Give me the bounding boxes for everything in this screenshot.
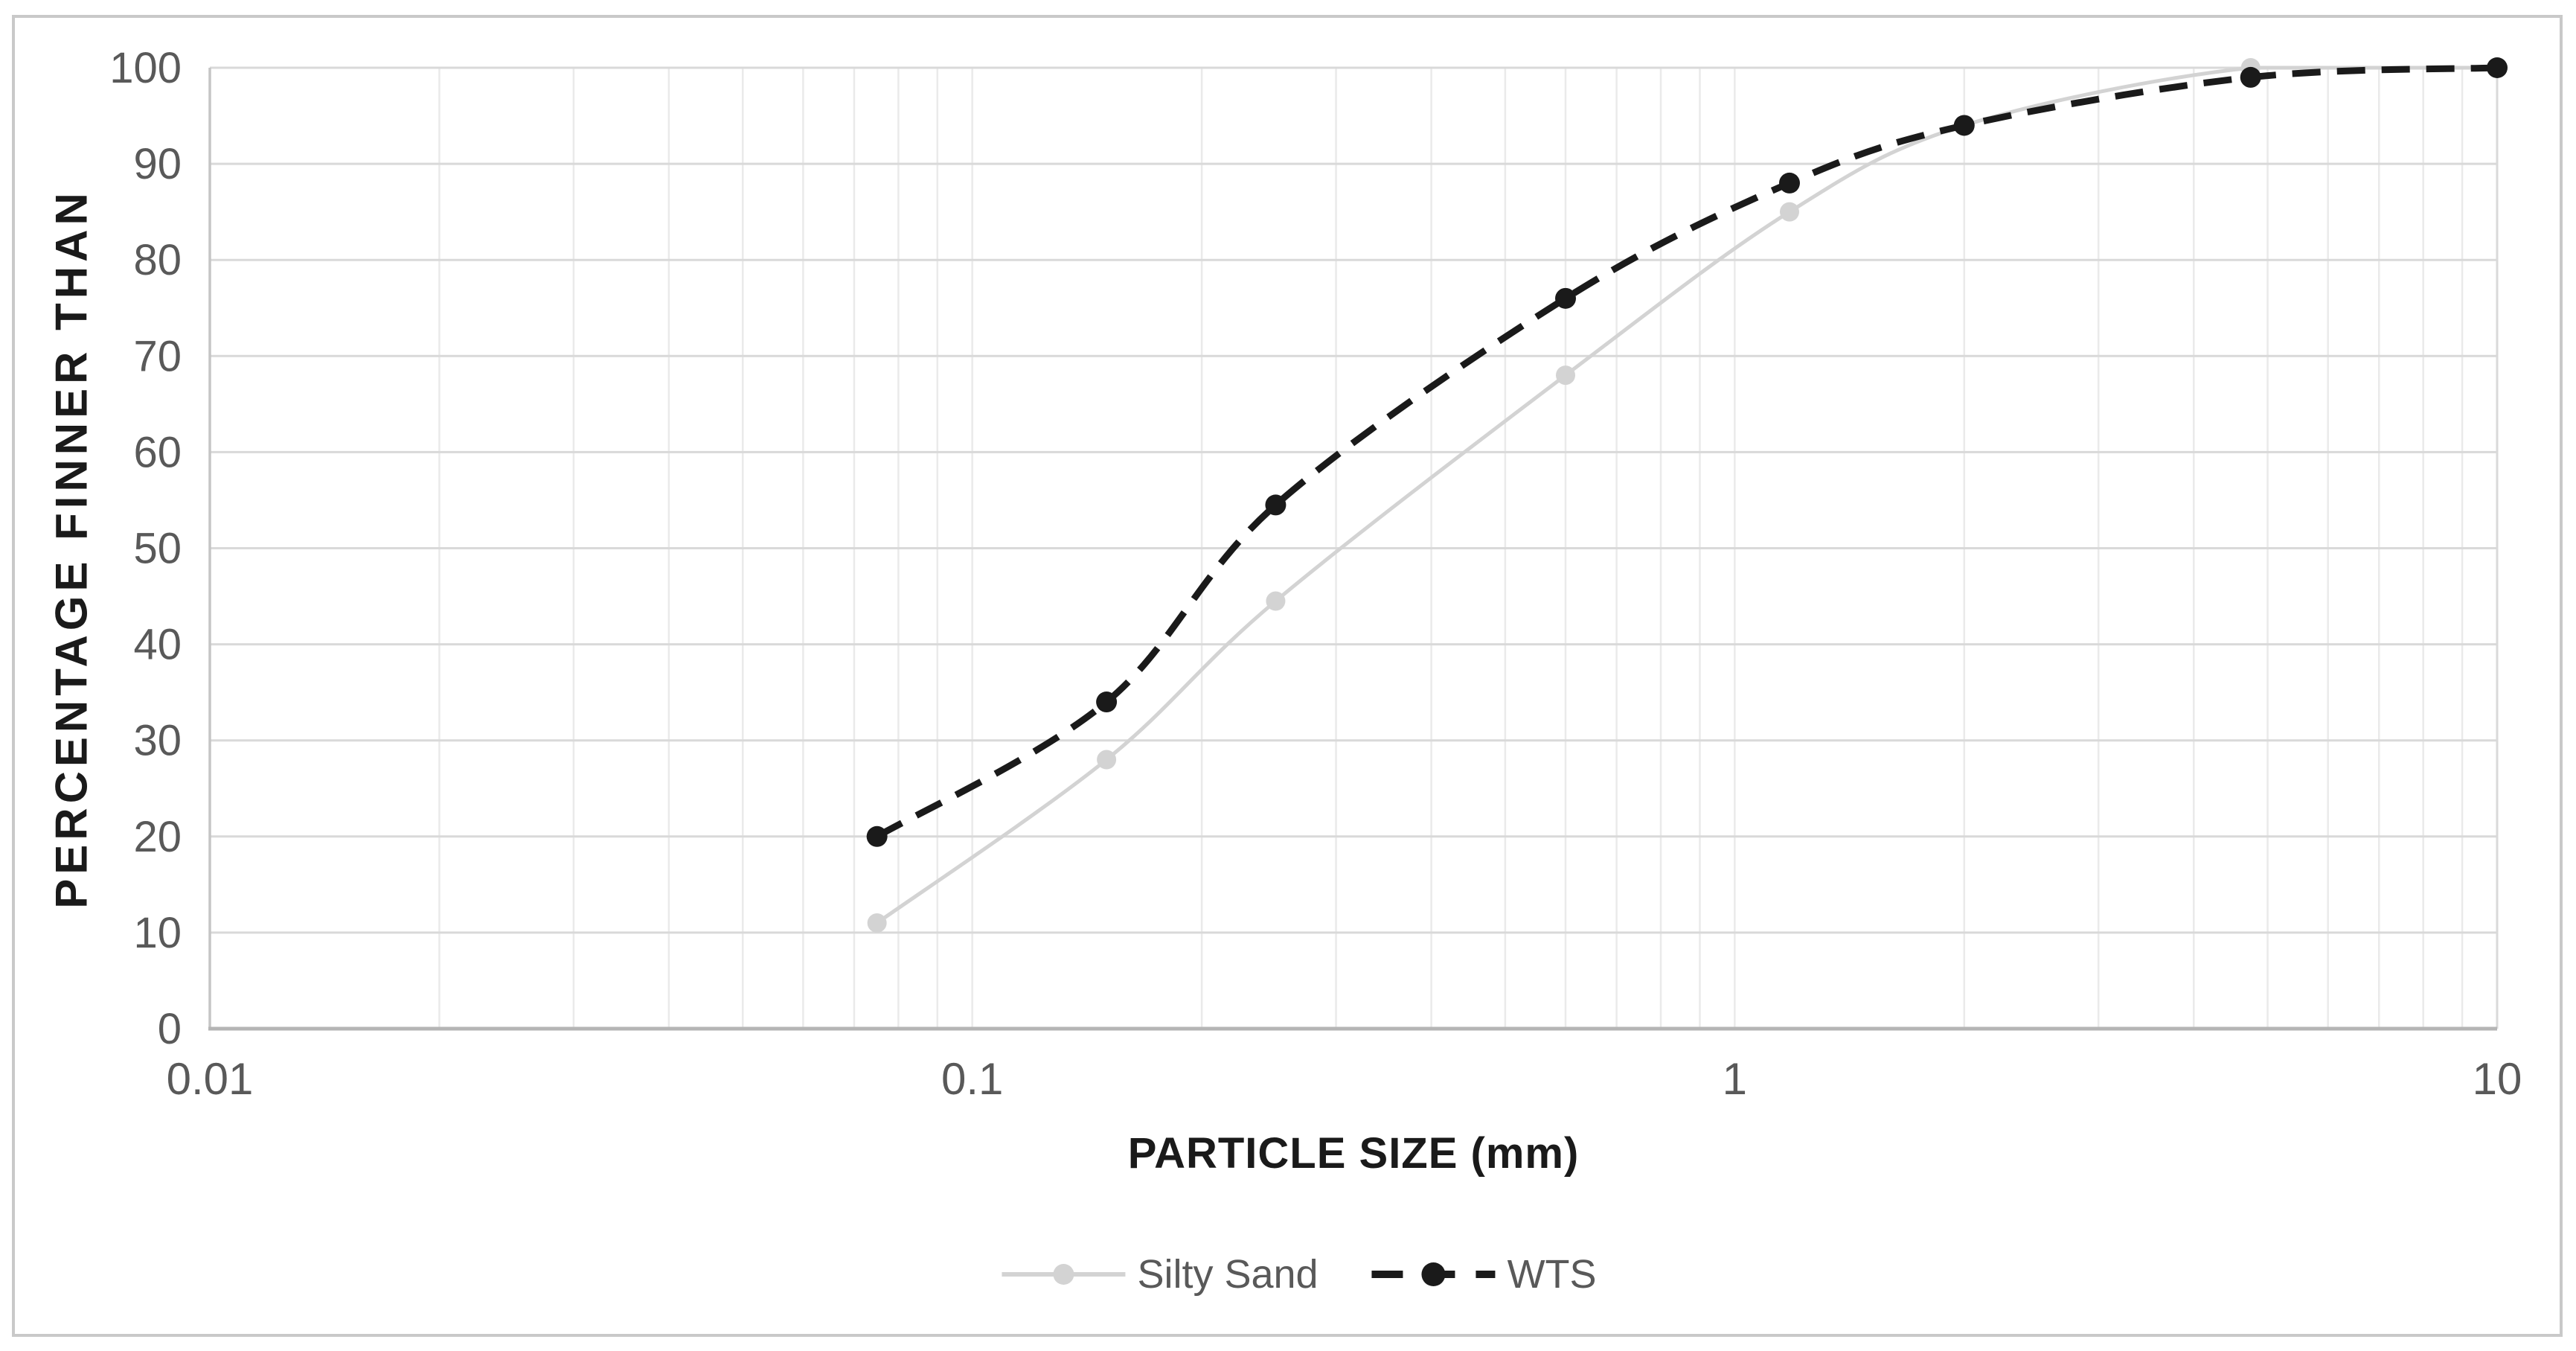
y-tick-label: 50 [133, 525, 182, 573]
y-gridlines [210, 66, 2497, 934]
y-tick-label: 0 [158, 1005, 182, 1053]
silty-sand-data-point [1556, 365, 1576, 386]
legend-label-silty-sand: Silty Sand [1137, 1252, 1319, 1297]
silty-sand-data-point [1779, 202, 1799, 222]
y-tick-label: 40 [133, 621, 182, 669]
x-tick-labels: 0.01 0.1 1 10 [167, 1054, 2522, 1104]
wts-data-point [1265, 494, 1287, 516]
wts-data-point [1778, 172, 1800, 194]
legend-item-wts: WTS [1371, 1251, 1597, 1297]
silty-sand-markers [867, 58, 2507, 933]
wts-data-point [2487, 57, 2508, 78]
y-tick-label: 10 [133, 909, 182, 957]
x-tick-label: 0.01 [167, 1054, 254, 1104]
legend-item-silty-sand: Silty Sand [1000, 1251, 1319, 1297]
silty-sand-legend-swatch [1002, 1264, 1126, 1285]
chart-outer-border [12, 15, 2563, 1337]
x-tick-label: 0.1 [941, 1054, 1003, 1104]
wts-markers [866, 57, 2508, 847]
y-tick-label: 60 [133, 428, 182, 476]
wts-data-point [866, 825, 888, 847]
y-tick-labels: 0 10 20 30 40 50 60 70 80 90 100 [109, 44, 182, 1053]
silty-sand-legend-marker [1053, 1264, 1074, 1285]
x-tick-label: 10 [2473, 1054, 2522, 1104]
y-tick-label: 80 [133, 236, 182, 284]
y-tick-label: 100 [109, 44, 182, 92]
silty-sand-data-point [867, 913, 887, 933]
wts-line [875, 64, 2498, 840]
legend-label-wts: WTS [1507, 1252, 1597, 1297]
wts-data-point [2240, 66, 2261, 88]
wts-legend-swatch [1371, 1262, 1496, 1286]
x-axis-title: PARTICLE SIZE (mm) [1127, 1129, 1580, 1178]
y-tick-label: 90 [133, 140, 182, 188]
x-tick-label: 1 [1723, 1054, 1747, 1104]
wts-data-point [1555, 287, 1577, 309]
silty-sand-line [876, 66, 2497, 925]
silty-sand-data-point [1266, 591, 1286, 611]
wts-legend-marker [1421, 1262, 1446, 1286]
silty-sand-data-point [1097, 750, 1117, 770]
y-tick-label: 20 [133, 813, 182, 861]
legend: Silty Sand WTS [1000, 1251, 1597, 1297]
y-axis-title: PERCENTAGE FINNER THAN [46, 188, 97, 909]
y-tick-label: 70 [133, 332, 182, 380]
wts-data-point [1096, 692, 1118, 713]
y-tick-label: 30 [133, 717, 182, 765]
wts-data-point [1953, 115, 1975, 136]
